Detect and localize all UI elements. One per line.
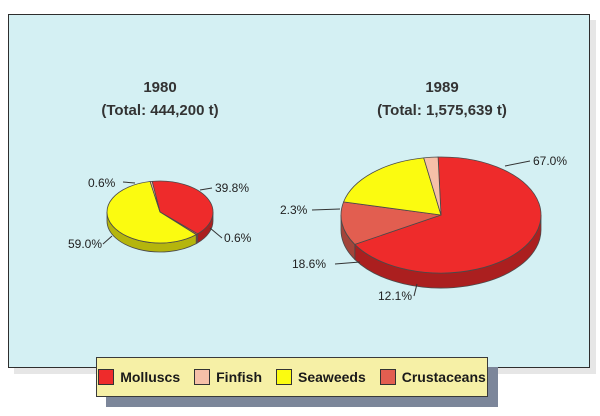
legend-swatch-finfish xyxy=(194,369,211,385)
legend-label-molluscs: Molluscs xyxy=(120,369,181,385)
label-1980-crustaceans: 0.6% xyxy=(224,231,252,245)
leader-1989-crustaceans xyxy=(413,283,418,297)
label-1989-finfish: 2.3% xyxy=(280,203,308,217)
pie-1989-total: (Total: 1,575,639 t) xyxy=(377,102,507,119)
label-1980-finfish: 0.6% xyxy=(88,176,116,190)
pie-1989-title: 1989 xyxy=(425,79,458,96)
legend-item-finfish: Finfish xyxy=(194,369,262,385)
pie-slice-seaweeds xyxy=(106,181,198,244)
pie-slice-finfish xyxy=(423,156,442,216)
label-1989-molluscs: 67.0% xyxy=(533,154,567,168)
legend-item-crustaceans: Crustaceans xyxy=(379,369,486,385)
leader-1989-seaweeds xyxy=(334,261,361,265)
pie-1989 xyxy=(340,156,542,289)
pie-slice-molluscs xyxy=(354,156,542,274)
pie-1980-title: 1980 xyxy=(143,79,176,96)
label-1989-crustaceans: 12.1% xyxy=(378,289,412,303)
pie-1980 xyxy=(106,180,214,253)
legend-item-molluscs: Molluscs xyxy=(98,369,180,385)
legend: Molluscs Finfish Seaweeds Crustaceans xyxy=(96,357,488,397)
pie-slice-seaweeds xyxy=(343,157,442,216)
legend-swatch-crustaceans xyxy=(379,369,396,385)
leader-1980-finfish xyxy=(122,181,136,184)
pie-slice-crustaceans xyxy=(340,201,442,245)
pie-slice-molluscs xyxy=(151,180,214,235)
pie-slice-finfish xyxy=(149,180,161,213)
legend-item-seaweeds: Seaweeds xyxy=(276,369,366,385)
legend-label-crustaceans: Crustaceans xyxy=(401,369,486,385)
legend-swatch-molluscs xyxy=(98,369,115,385)
pie-1980-total: (Total: 444,200 t) xyxy=(101,102,218,119)
label-1980-seaweeds: 59.0% xyxy=(68,237,102,251)
label-1980-molluscs: 39.8% xyxy=(215,181,249,195)
legend-swatch-seaweeds xyxy=(276,369,293,385)
legend-label-finfish: Finfish xyxy=(216,369,263,385)
leader-1989-finfish xyxy=(311,208,341,211)
leader-1989-molluscs xyxy=(504,160,531,167)
leader-1980-molluscs xyxy=(199,187,213,191)
legend-label-seaweeds: Seaweeds xyxy=(298,369,366,385)
label-1989-seaweeds: 18.6% xyxy=(292,257,326,271)
leader-1980-crustaceans xyxy=(209,227,223,239)
leader-1980-seaweeds xyxy=(102,235,113,245)
